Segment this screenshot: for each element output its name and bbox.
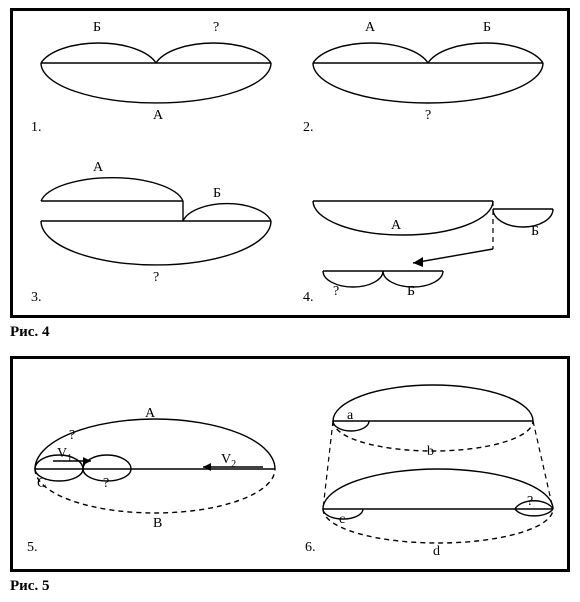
d4-num: 4. <box>303 290 314 305</box>
caption-fig4: Рис. 4 <box>10 324 49 341</box>
d1-label-B: Б <box>93 20 101 35</box>
page: Б ? А 1. А Б ? 2. <box>0 0 580 602</box>
d4-label-q: ? <box>333 284 339 299</box>
caption-fig5: Рис. 5 <box>10 578 49 595</box>
d1-num: 1. <box>31 120 42 135</box>
d2-label-B: Б <box>483 20 491 35</box>
diagram-3: А Б ? 3. <box>31 160 271 305</box>
d2-num: 2. <box>303 120 314 135</box>
fig5-svg: A B C ? ? V1 V2 5. a b <box>13 359 567 569</box>
d6-num: 6. <box>305 540 316 555</box>
d3-label-B: Б <box>213 186 221 201</box>
d5-label-C: C <box>37 476 46 491</box>
d6-label-d: d <box>433 544 440 559</box>
d5-num: 5. <box>27 540 38 555</box>
diagram-2: А Б ? 2. <box>303 20 543 135</box>
d3-label-q: ? <box>153 270 159 285</box>
d2-label-A: А <box>365 20 376 35</box>
d5-label-A: A <box>145 406 156 421</box>
d1-label-A: А <box>153 108 164 123</box>
d3-num: 3. <box>31 290 42 305</box>
panel-fig5: A B C ? ? V1 V2 5. a b <box>10 356 570 572</box>
d5-label-qbot: ? <box>103 476 109 491</box>
d4-label-Btop: Б <box>531 224 539 239</box>
diagram-4: А Б ? Б 4. <box>303 201 553 305</box>
diagram-5: A B C ? ? V1 V2 5. <box>27 406 275 555</box>
fig4-svg: Б ? А 1. А Б ? 2. <box>13 11 567 315</box>
d3-label-A: А <box>93 160 104 175</box>
d6-label-a: a <box>347 408 354 423</box>
d1-label-q: ? <box>213 20 219 35</box>
d5-label-B: B <box>153 516 162 531</box>
d6-label-c: c <box>339 512 345 527</box>
d5-label-qtop: ? <box>69 428 75 443</box>
d6-label-q: ? <box>527 494 533 509</box>
diagram-6: a b c ? d 6. <box>305 385 553 559</box>
d6-label-b: b <box>427 444 434 459</box>
d4-label-Bbot: Б <box>407 284 415 299</box>
diagram-1: Б ? А 1. <box>31 20 271 135</box>
d2-label-q: ? <box>425 108 431 123</box>
d4-label-A: А <box>391 218 402 233</box>
panel-fig4: Б ? А 1. А Б ? 2. <box>10 8 570 318</box>
